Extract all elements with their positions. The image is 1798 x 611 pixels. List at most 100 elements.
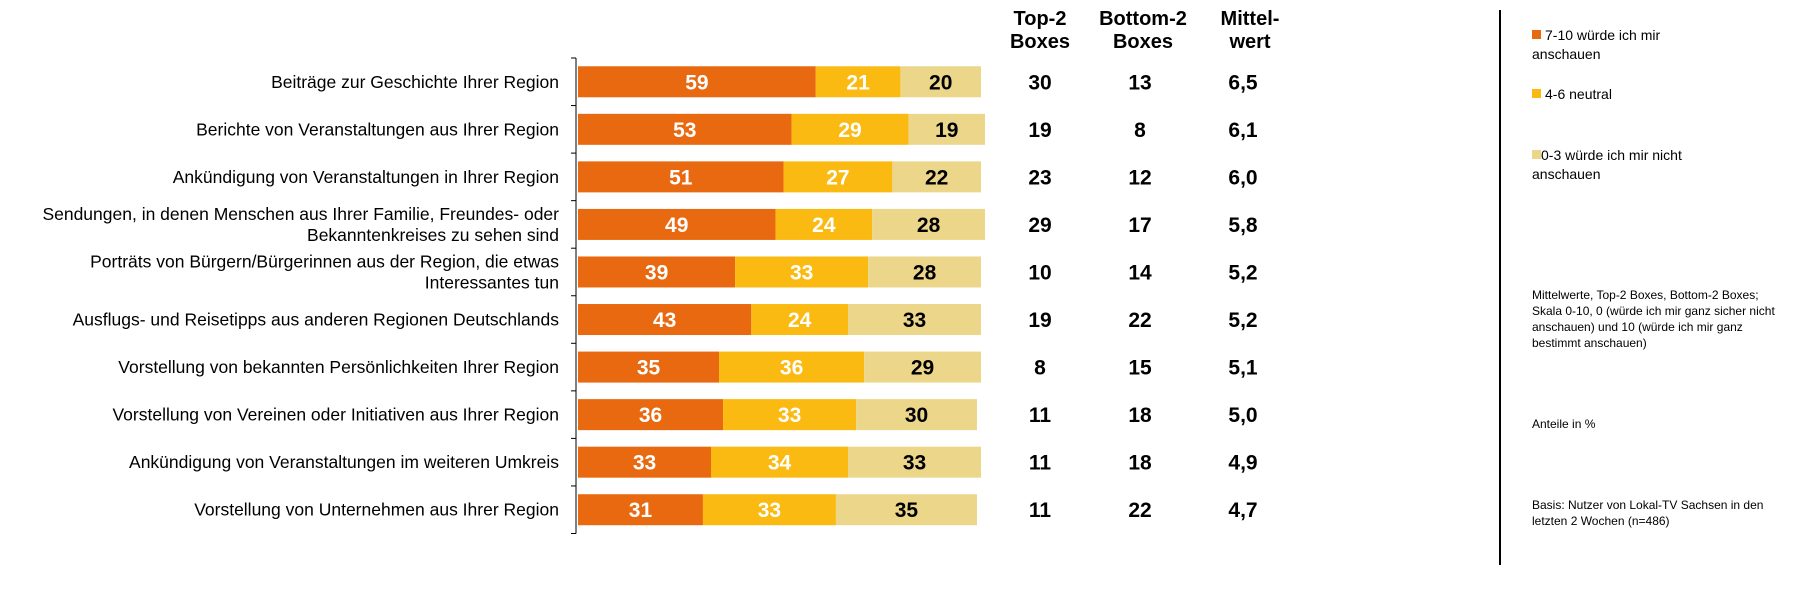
bar-segment [751, 304, 849, 336]
bar-data-label: 59 [685, 71, 708, 94]
col-header-mittelwert-line1: Mittel- [1220, 8, 1280, 30]
bar-data-label: 51 [669, 166, 693, 189]
stat-value: 17 [1128, 214, 1151, 237]
legend-label-high-line2: anschauen [1532, 46, 1601, 62]
bar-data-label: 27 [826, 166, 849, 189]
bar-segment [868, 256, 981, 288]
bar-segment [578, 399, 724, 431]
bar-segment [578, 446, 711, 478]
stat-value: 5,1 [1228, 357, 1258, 380]
bar-data-label: 33 [778, 404, 801, 427]
legend-label-low-line2: anschauen [1532, 166, 1601, 182]
bar-data-label: 28 [913, 261, 937, 284]
stat-value: 22 [1128, 499, 1151, 522]
col-header-mittelwert-line2: wert [1229, 31, 1271, 53]
category-label: Sendungen, in denen Menschen aus Ihrer F… [42, 204, 559, 224]
bar-data-label: 49 [665, 214, 688, 237]
bar-segment [578, 494, 703, 526]
stat-value: 5,8 [1228, 214, 1258, 237]
bar-data-label: 36 [780, 357, 803, 380]
stat-value: 8 [1034, 357, 1046, 380]
bar-segment [719, 351, 865, 383]
col-header-top2-line2: Boxes [1009, 31, 1071, 53]
category-label: Berichte von Veranstaltungen aus Ihrer R… [196, 119, 559, 139]
bar-segment [791, 113, 909, 145]
bar-segment [578, 256, 736, 288]
stat-value: 11 [1029, 499, 1052, 522]
col-header-bottom2-line2: Boxes [1112, 31, 1174, 53]
stat-value: 4,9 [1228, 452, 1257, 475]
bar-segment [848, 304, 981, 336]
stat-value: 4,7 [1228, 499, 1257, 522]
stat-value: 11 [1029, 452, 1052, 475]
bar-segment [856, 399, 977, 431]
category-label: Ausflugs- und Reisetipps aus anderen Reg… [73, 310, 560, 330]
stat-value: 14 [1128, 261, 1152, 284]
legend-item-high: 7-10 würde ich mir anschauen [1532, 26, 1792, 64]
stat-value: 23 [1028, 166, 1051, 189]
bar-segment [578, 351, 720, 383]
method-note: Mittelwerte, Top-2 Boxes, Bottom-2 Boxes… [1532, 288, 1775, 350]
bar-data-label: 34 [768, 452, 792, 475]
legend-item-low: 0-3 würde ich mir nicht anschauen [1532, 146, 1792, 184]
legend-swatch-high [1532, 30, 1541, 39]
legend-label-low-line1: 0-3 würde ich mir nicht [1541, 147, 1682, 163]
stat-value: 5,2 [1228, 309, 1257, 332]
category-label: Bekanntenkreises zu sehen sind [307, 225, 559, 245]
bar-data-label: 24 [788, 309, 812, 332]
bar-segment [710, 446, 849, 478]
stat-value: 12 [1128, 166, 1151, 189]
stat-value: 13 [1128, 71, 1151, 94]
category-label: Vorstellung von bekannten Persönlichkeit… [118, 357, 559, 377]
bar-data-label: 33 [633, 452, 656, 475]
bar-segment [908, 113, 986, 145]
bar-segment [864, 351, 981, 383]
category-label: Ankündigung von Veranstaltungen im weite… [129, 452, 559, 472]
bar-segment [702, 494, 836, 526]
col-header-bottom2-line1: Bottom-2 [1099, 8, 1187, 30]
bar-data-label: 21 [846, 71, 870, 94]
bar-data-label: 35 [637, 357, 661, 380]
stat-value: 29 [1028, 214, 1051, 237]
stat-value: 19 [1028, 309, 1051, 332]
bar-data-label: 35 [895, 499, 919, 522]
stat-value: 6,0 [1228, 166, 1257, 189]
bar-segment [848, 446, 981, 478]
bar-data-label: 19 [935, 119, 958, 142]
vertical-divider [1499, 10, 1501, 565]
bar-segment [775, 208, 873, 240]
bar-segment [578, 113, 792, 145]
stat-value: 5,2 [1228, 261, 1257, 284]
bar-segment [872, 208, 986, 240]
bar-segment [892, 161, 981, 193]
bar-data-label: 36 [639, 404, 662, 427]
category-label: Vorstellung von Vereinen oder Initiative… [112, 405, 559, 425]
bar-segment [815, 66, 901, 98]
category-label: Beiträge zur Geschichte Ihrer Region [271, 72, 559, 92]
col-header-top2: Top-2 Boxes [1000, 8, 1080, 54]
legend-swatch-low [1532, 150, 1541, 159]
bar-data-label: 33 [790, 261, 813, 284]
basis-note: Basis: Nutzer von Lokal-TV Sachsen in de… [1532, 498, 1764, 528]
unit-note: Anteile in % [1532, 417, 1596, 431]
bar-data-label: 30 [905, 404, 928, 427]
bar-data-label: 43 [653, 309, 676, 332]
bar-data-label: 24 [812, 214, 836, 237]
bar-segment [835, 494, 977, 526]
bar-data-label: 29 [838, 119, 861, 142]
bar-segment [578, 66, 816, 98]
bar-data-label: 29 [911, 357, 934, 380]
stat-value: 18 [1128, 404, 1152, 427]
category-label: Interessantes tun [425, 272, 559, 292]
legend-item-neutral: 4-6 neutral [1532, 85, 1792, 104]
category-label: Vorstellung von Unternehmen aus Ihrer Re… [194, 500, 559, 520]
stat-value: 6,5 [1228, 71, 1258, 94]
bar-data-label: 33 [903, 309, 926, 332]
bar-data-label: 31 [629, 499, 653, 522]
bar-data-label: 33 [758, 499, 781, 522]
bar-segment [723, 399, 857, 431]
col-header-bottom2: Bottom-2 Boxes [1078, 8, 1208, 54]
bar-data-label: 22 [925, 166, 948, 189]
stat-value: 22 [1128, 309, 1151, 332]
